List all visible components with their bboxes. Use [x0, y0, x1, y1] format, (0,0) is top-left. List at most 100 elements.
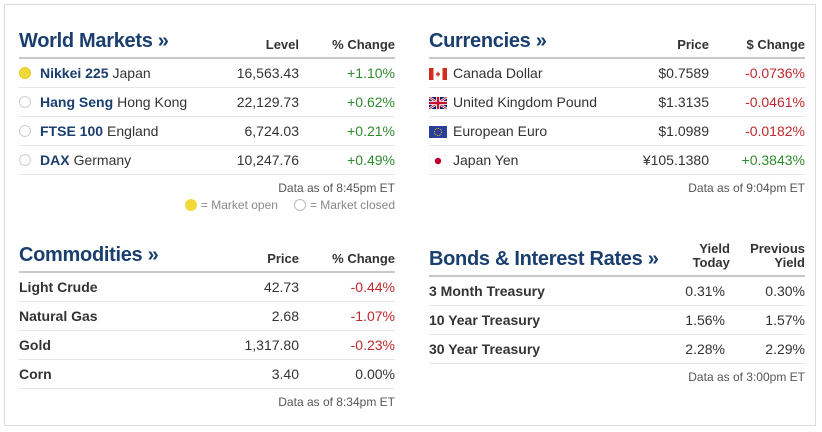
commodity-name-cell: Natural Gas	[19, 308, 219, 324]
commodity-name-cell: Corn	[19, 366, 219, 382]
commodity-change: -1.07%	[350, 308, 395, 324]
commodity-price: 2.68	[271, 308, 299, 324]
world-markets-title[interactable]: World Markets »	[19, 30, 169, 52]
bond-previous-yield: 2.29%	[765, 341, 805, 357]
bond-name-cell: 10 Year Treasury	[429, 312, 649, 328]
commodities-header: Commodities » Price % Change	[19, 231, 395, 273]
bonds-title[interactable]: Bonds & Interest Rates »	[429, 248, 659, 270]
market-open-dot-icon	[184, 199, 197, 211]
japan-flag-icon	[428, 154, 448, 168]
market-index-link[interactable]: Hang Seng	[40, 94, 114, 110]
change-column-header: % Change	[332, 37, 395, 52]
market-closed-dot-icon	[19, 96, 31, 108]
bonds-panel: Bonds & Interest Rates » Yield Today Pre…	[429, 231, 805, 384]
bond-row: 30 Year Treasury 2.28% 2.29%	[429, 335, 805, 364]
bond-row: 10 Year Treasury 1.56% 1.57%	[429, 306, 805, 335]
commodity-name-link[interactable]: Corn	[19, 366, 52, 382]
world-markets-timestamp: Data as of 8:45pm ET	[278, 181, 395, 195]
commodity-name-link[interactable]: Natural Gas	[19, 308, 98, 324]
commodity-change: 0.00%	[355, 366, 395, 382]
commodity-name-link[interactable]: Gold	[19, 337, 51, 353]
commodities-title[interactable]: Commodities »	[19, 244, 159, 266]
commodity-row: Corn 3.40 0.00%	[19, 360, 395, 389]
market-name-cell: Nikkei 225 Japan	[19, 65, 219, 81]
currencies-title[interactable]: Currencies »	[429, 30, 547, 52]
level-column-header: Level	[265, 37, 299, 52]
currency-row: United Kingdom Pound $1.3135 -0.0461%	[428, 88, 805, 117]
yield-header-line2: Today	[692, 255, 730, 270]
commodity-name-link[interactable]: Light Crude	[19, 279, 98, 295]
currency-name-link[interactable]: European Euro	[453, 123, 548, 139]
eu-flag-icon	[429, 125, 447, 138]
bonds-timestamp: Data as of 3:00pm ET	[688, 370, 805, 384]
bond-previous-yield: 1.57%	[765, 312, 805, 328]
dollar-change-column-header: $ Change	[746, 37, 805, 52]
currencies-panel: Currencies » Price $ Change Canada Dolla…	[428, 17, 805, 195]
bond-row: 3 Month Treasury 0.31% 0.30%	[429, 277, 805, 306]
bond-name-cell: 3 Month Treasury	[429, 283, 649, 299]
bond-name-link[interactable]: 10 Year Treasury	[429, 312, 541, 328]
uk-flag-icon	[428, 96, 448, 110]
market-level: 22,129.73	[236, 94, 299, 110]
commodity-row: Gold 1,317.80 -0.23%	[19, 331, 395, 360]
commodity-name-cell: Light Crude	[19, 279, 219, 295]
market-change: +0.62%	[347, 94, 395, 110]
market-name-cell: FTSE 100 England	[19, 123, 219, 139]
bonds-header: Bonds & Interest Rates » Yield Today Pre…	[429, 231, 805, 277]
yield-header-line1: Yield	[699, 241, 730, 256]
market-status-legend: = Market open = Market closed	[19, 198, 395, 212]
world-markets-panel: World Markets » Level % Change Nikkei 22…	[19, 17, 395, 212]
market-level: 10,247.76	[236, 152, 299, 168]
market-region-label: Germany	[73, 152, 132, 168]
market-closed-dot-icon	[19, 125, 31, 137]
market-region-label: England	[107, 123, 159, 139]
market-level: 6,724.03	[244, 123, 300, 139]
currency-name-link[interactable]: Japan Yen	[453, 152, 519, 168]
currency-name-cell: Canada Dollar	[429, 65, 629, 81]
currency-price: $1.0989	[658, 123, 709, 139]
commodity-row: Natural Gas 2.68 -1.07%	[19, 302, 395, 331]
market-region-label: Hong Kong	[117, 94, 188, 110]
commodity-change: -0.44%	[350, 279, 395, 295]
price-column-header: Price	[267, 251, 299, 266]
market-row: DAX Germany 10,247.76 +0.49%	[19, 146, 395, 175]
market-name-cell: Hang Seng Hong Kong	[19, 94, 219, 110]
market-closed-dot-icon	[19, 154, 31, 166]
bond-name-link[interactable]: 3 Month Treasury	[429, 283, 545, 299]
market-change: +0.21%	[347, 123, 395, 139]
legend-open-label: = Market open	[200, 198, 278, 212]
currency-change: -0.0736%	[745, 65, 805, 81]
previous-header-line2: Yield	[774, 255, 805, 270]
market-row: Hang Seng Hong Kong 22,129.73 +0.62%	[19, 88, 395, 117]
currency-price: $0.7589	[658, 65, 709, 81]
currency-name-link[interactable]: Canada Dollar	[453, 65, 543, 81]
market-open-dot-icon	[19, 67, 31, 79]
currency-change: -0.0182%	[745, 123, 805, 139]
market-index-link[interactable]: DAX	[40, 152, 70, 168]
currencies-header: Currencies » Price $ Change	[429, 17, 805, 59]
market-name-cell: DAX Germany	[19, 152, 219, 168]
market-change: +1.10%	[347, 65, 395, 81]
market-index-link[interactable]: Nikkei 225	[40, 65, 109, 81]
previous-header-line1: Previous	[750, 241, 805, 256]
market-row: FTSE 100 England 6,724.03 +0.21%	[19, 117, 395, 146]
market-region-label: Japan	[112, 65, 151, 81]
price-column-header: Price	[677, 37, 709, 52]
commodities-timestamp: Data as of 8:34pm ET	[278, 395, 395, 409]
market-level: 16,563.43	[236, 65, 299, 81]
bond-name-link[interactable]: 30 Year Treasury	[429, 341, 541, 357]
currency-name-cell: Japan Yen	[428, 152, 629, 168]
bond-yield-today: 2.28%	[685, 341, 725, 357]
currency-name-cell: European Euro	[429, 123, 629, 139]
currency-change: -0.0461%	[745, 94, 805, 110]
commodity-change: -0.23%	[350, 337, 395, 353]
canada-flag-icon	[429, 67, 447, 80]
previous-yield-column-header: Previous Yield	[730, 242, 805, 275]
legend-closed-label: = Market closed	[309, 198, 395, 212]
commodity-row: Light Crude 42.73 -0.44%	[19, 273, 395, 302]
currency-row: Canada Dollar $0.7589 -0.0736%	[429, 59, 805, 88]
bond-yield-today: 0.31%	[685, 283, 725, 299]
market-index-link[interactable]: FTSE 100	[40, 123, 104, 139]
currencies-timestamp: Data as of 9:04pm ET	[688, 181, 805, 195]
currency-name-link[interactable]: United Kingdom Pound	[453, 94, 597, 110]
